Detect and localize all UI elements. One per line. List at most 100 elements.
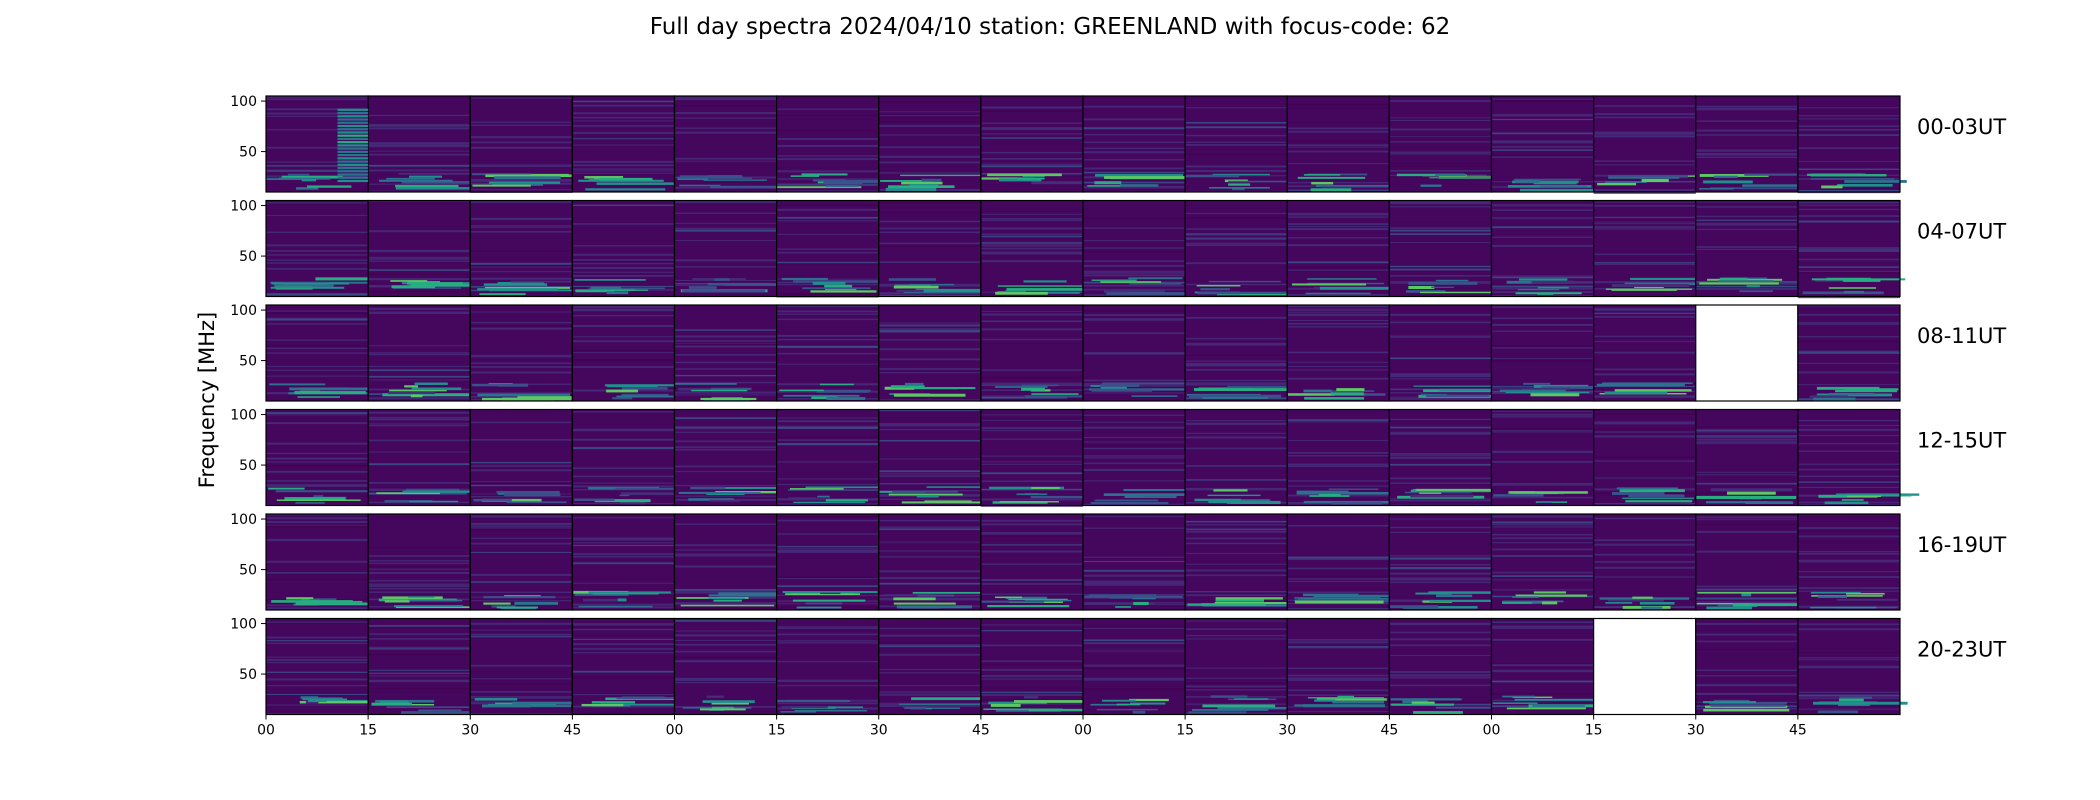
- spectral-line: [572, 253, 675, 256]
- low-band-emission: [926, 486, 991, 488]
- spectral-line: [572, 482, 675, 484]
- spectral-line: [1797, 258, 1900, 261]
- row-time-label: 16-19UT: [1917, 533, 2006, 557]
- spectral-line: [878, 245, 981, 247]
- low-band-emission: [599, 177, 653, 181]
- low-band-emission: [299, 700, 381, 704]
- spectral-line: [1797, 652, 1900, 654]
- spectrogram-panel: [673, 617, 778, 716]
- low-band-emission: [1103, 290, 1165, 294]
- spectral-line: [1185, 620, 1288, 622]
- low-band-emission: [710, 387, 752, 391]
- low-band-emission: [409, 500, 459, 503]
- spectral-line: [1389, 206, 1492, 208]
- low-band-emission: [810, 290, 877, 293]
- low-band-emission: [1697, 592, 1797, 594]
- spectral-line: [980, 438, 1083, 440]
- spectral-line: [1389, 463, 1492, 466]
- low-band-emission: [1208, 280, 1281, 283]
- low-band-emission: [401, 711, 484, 715]
- spectral-line: [1185, 574, 1288, 577]
- spectral-line: [266, 267, 369, 270]
- y-tick-label: 50: [239, 354, 257, 370]
- low-band-emission: [497, 281, 544, 285]
- spectral-line: [1083, 628, 1186, 630]
- spectral-line: [1389, 398, 1492, 400]
- low-band-emission: [888, 185, 955, 189]
- spectral-line: [1083, 689, 1186, 691]
- spectral-line: [1593, 385, 1696, 388]
- empty-panel: [1695, 304, 1799, 402]
- spectrogram-panel: [776, 513, 880, 611]
- spectrogram-panel: [367, 408, 478, 507]
- spectral-line: [572, 125, 675, 127]
- low-band-emission: [504, 595, 541, 597]
- spectral-line: [1593, 307, 1696, 310]
- x-tick-label: 15: [1176, 723, 1194, 739]
- spectral-line: [776, 292, 879, 295]
- spectral-line: [1797, 540, 1900, 543]
- low-band-emission: [1502, 600, 1534, 604]
- spectral-line: [368, 669, 471, 671]
- spectral-line: [1491, 359, 1594, 362]
- spectrogram-panel: [1082, 304, 1188, 402]
- spectral-line: [1287, 127, 1390, 130]
- low-band-emission: [1213, 489, 1248, 492]
- spectral-line: [1185, 262, 1288, 265]
- low-band-emission: [600, 703, 676, 706]
- spectral-line: [674, 553, 777, 555]
- spectral-line: [266, 129, 369, 131]
- spectral-line: [1287, 107, 1390, 109]
- low-band-emission: [1132, 597, 1156, 600]
- spectral-line: [1593, 133, 1696, 135]
- spectral-line: [1695, 149, 1798, 152]
- spectral-line: [1491, 429, 1594, 431]
- low-band-emission: [793, 280, 885, 283]
- spectral-line: [1287, 361, 1390, 363]
- low-band-emission: [1413, 711, 1463, 714]
- spectral-line: [266, 621, 369, 623]
- spectral-line: [1797, 384, 1900, 386]
- low-band-emission: [1419, 492, 1442, 494]
- low-band-emission: [1601, 382, 1693, 384]
- low-band-emission: [512, 701, 593, 705]
- low-band-emission: [1435, 706, 1514, 709]
- spectral-line: [878, 101, 981, 103]
- burst-segment: [337, 157, 369, 160]
- spectral-line: [878, 328, 981, 331]
- spectral-line: [470, 527, 573, 529]
- spectral-line: [470, 542, 573, 545]
- spectral-line: [470, 691, 573, 693]
- spectral-line: [1491, 415, 1594, 417]
- spectral-line: [980, 691, 1083, 694]
- spectral-line: [1491, 589, 1594, 591]
- spectral-line: [1185, 569, 1288, 572]
- low-band-emission: [1031, 393, 1079, 395]
- spectrogram-panel: [1695, 199, 1799, 298]
- spectral-line: [776, 425, 879, 428]
- low-band-emission: [479, 293, 526, 296]
- spectral-line: [1593, 263, 1696, 266]
- low-band-emission: [405, 488, 460, 492]
- spectral-line: [1491, 669, 1594, 672]
- low-band-emission: [1641, 606, 1663, 610]
- spectral-line: [266, 115, 369, 117]
- spectral-line: [1593, 503, 1696, 505]
- spectral-line: [674, 127, 777, 129]
- spectral-line: [368, 571, 471, 574]
- low-band-emission: [706, 695, 724, 698]
- spectrogram-panel: [776, 199, 885, 298]
- spectral-line: [674, 160, 777, 162]
- low-band-emission: [286, 597, 314, 600]
- low-band-emission: [1090, 703, 1129, 706]
- low-band-emission: [1531, 281, 1597, 284]
- burst-segment: [337, 160, 369, 163]
- spectral-line: [1797, 708, 1900, 710]
- low-band-emission: [491, 605, 516, 608]
- spectral-line: [1491, 575, 1594, 577]
- spectral-line: [1797, 189, 1900, 192]
- x-tick-label: 15: [768, 723, 786, 739]
- low-band-emission: [1839, 696, 1872, 699]
- spectral-line: [572, 223, 675, 225]
